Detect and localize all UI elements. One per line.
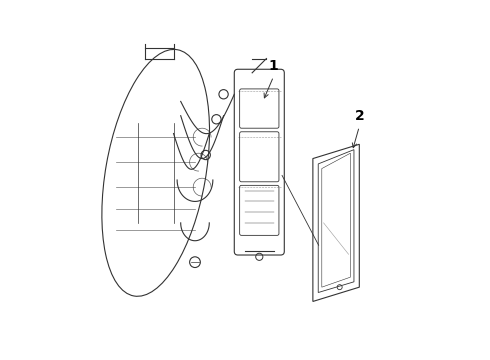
- Text: 2: 2: [354, 109, 364, 123]
- Text: 1: 1: [269, 59, 278, 73]
